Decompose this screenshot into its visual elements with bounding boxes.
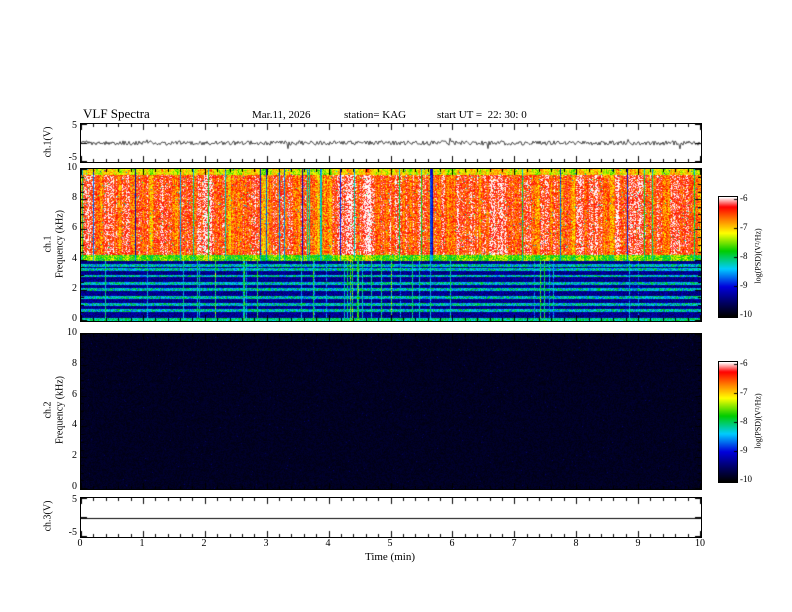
colorbar-ch1-label: log(PSD)(V²/Hz) (753, 228, 763, 284)
ch1_spec-y-tick-label: 8 (72, 192, 77, 204)
colorbar-tick-label: -10 (740, 309, 752, 319)
station-label: station= KAG (344, 109, 407, 121)
x-tick-label: 2 (201, 538, 207, 549)
ch3_wave-y-tick-label: 5 (72, 494, 77, 505)
date-label: Mar.11, 2026 (252, 109, 311, 121)
ch2_spec-y-tick-label: 8 (72, 357, 77, 369)
x-tick-label: 0 (77, 538, 83, 549)
ch2-label-line2: Frequency (kHz) (54, 375, 65, 445)
start-ut-label: start UT = 22: 30: 0 (437, 109, 527, 121)
colorbar-tick-label: -8 (740, 251, 748, 261)
colorbar-ch1 (718, 196, 738, 318)
colorbar-ch2 (718, 361, 738, 483)
ch2-label-line1: ch.2 (42, 401, 54, 419)
ch1-label-line2: Frequency (kHz) (54, 209, 65, 279)
figure-title: VLF Spectra (83, 106, 150, 121)
ch1-label-line1: ch.1 (42, 235, 54, 253)
colorbar-tick-label: -6 (740, 358, 748, 368)
ch1-voltage-axis-label: ch.1(V) (42, 126, 54, 158)
ch2_spec-y-tick-label: 2 (72, 450, 77, 462)
x-tick-label: 8 (573, 538, 579, 549)
x-axis-label: Time (min) (364, 551, 415, 563)
ch3-voltage-axis-label: ch.3(V) (42, 500, 54, 532)
ch1_spec-y-tick-label: 2 (72, 282, 77, 294)
ch2-frequency-axis-label: ch.2 Frequency (kHz) (43, 376, 66, 444)
x-tick-label: 9 (635, 538, 641, 549)
ch2-spectrogram-panel (80, 333, 702, 490)
ch1_wave-y-tick-label: 5 (72, 120, 77, 131)
x-tick-label: 4 (325, 538, 331, 549)
colorbar-tick-label: -9 (740, 445, 748, 455)
colorbar-tick-label: -6 (740, 193, 748, 203)
ch2_spec-y-tick-label: 10 (67, 327, 77, 338)
ch1-spectrogram-panel (80, 168, 702, 322)
ch1-frequency-axis-label: ch.1 Frequency (kHz) (43, 210, 66, 278)
colorbar-tick-label: -9 (740, 280, 748, 290)
x-tick-label: 1 (139, 538, 145, 549)
x-tick-label: 6 (449, 538, 455, 549)
ch1_spec-y-tick-label: 6 (72, 222, 77, 234)
ch3-voltage-panel (80, 497, 702, 538)
colorbar-tick-label: -7 (740, 222, 748, 232)
ch1_wave-y-tick-label: -5 (68, 152, 77, 163)
ch1-voltage-panel (80, 123, 702, 163)
ch1_spec-y-tick-label: 10 (67, 162, 77, 173)
colorbar-tick-label: -8 (740, 416, 748, 426)
ch2_spec-y-tick-label: 6 (72, 388, 77, 400)
ch2_spec-y-tick-label: 4 (72, 419, 77, 431)
ch2_spec-y-tick-label: 0 (72, 481, 77, 492)
ch3_wave-y-tick-label: -5 (68, 527, 77, 538)
x-tick-label: 10 (695, 538, 705, 549)
colorbar-ch2-label: log(PSD)(V²/Hz) (753, 393, 763, 449)
ch1_spec-y-tick-label: 4 (72, 252, 77, 264)
x-tick-label: 3 (263, 538, 269, 549)
colorbar-tick-label: -10 (740, 474, 752, 484)
x-tick-label: 7 (511, 538, 517, 549)
colorbar-tick-label: -7 (740, 387, 748, 397)
x-tick-label: 5 (387, 538, 393, 549)
ch1_spec-y-tick-label: 0 (72, 313, 77, 324)
